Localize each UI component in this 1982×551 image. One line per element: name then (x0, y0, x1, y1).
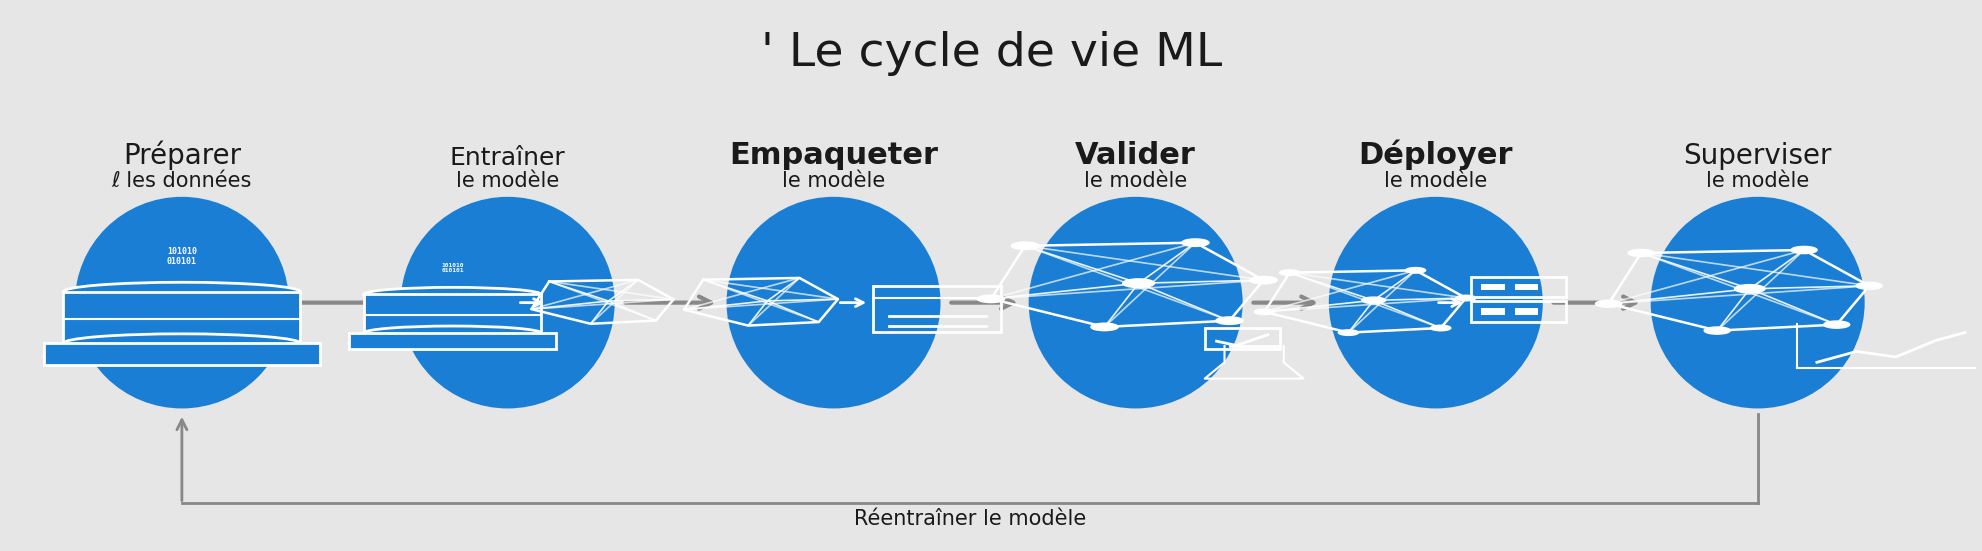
Ellipse shape (63, 334, 299, 353)
Text: 101010
010101: 101010 010101 (440, 263, 464, 273)
Bar (1514, 308, 1538, 315)
Bar (44, 343, 319, 365)
Bar (1514, 284, 1538, 290)
Text: Empaqueter: Empaqueter (729, 141, 937, 170)
Text: Réentraîner le modèle: Réentraîner le modèle (852, 509, 1086, 529)
Bar (363, 294, 541, 333)
Ellipse shape (1029, 197, 1243, 408)
Text: Entraîner: Entraîner (450, 145, 565, 170)
Circle shape (1215, 317, 1243, 325)
Circle shape (1122, 279, 1154, 288)
Circle shape (1823, 321, 1849, 328)
Circle shape (1429, 325, 1451, 331)
Ellipse shape (363, 288, 541, 301)
Circle shape (1790, 246, 1816, 253)
Text: Valider: Valider (1074, 141, 1195, 170)
Text: Préparer: Préparer (123, 140, 242, 170)
Bar (349, 333, 555, 349)
Bar (63, 292, 299, 343)
Circle shape (1455, 295, 1475, 301)
Text: ' Le cycle de vie ML: ' Le cycle de vie ML (761, 31, 1221, 76)
Text: le modèle: le modèle (781, 171, 884, 191)
Bar (1481, 284, 1504, 290)
Circle shape (1255, 309, 1274, 315)
Ellipse shape (63, 282, 299, 301)
Circle shape (1249, 277, 1276, 284)
Ellipse shape (1649, 197, 1863, 408)
Circle shape (977, 295, 1005, 302)
Text: le modèle: le modèle (1705, 171, 1808, 191)
Bar (1471, 277, 1566, 297)
Ellipse shape (363, 326, 541, 341)
Text: 101010
010101: 101010 010101 (166, 247, 196, 266)
Ellipse shape (75, 197, 289, 408)
Circle shape (1734, 285, 1764, 293)
Ellipse shape (349, 338, 555, 348)
Circle shape (1362, 297, 1385, 304)
Text: ℓ les données: ℓ les données (111, 171, 252, 191)
Text: Déployer: Déployer (1358, 139, 1512, 170)
Ellipse shape (1328, 197, 1542, 408)
Text: le modèle: le modèle (1084, 171, 1187, 191)
Ellipse shape (400, 197, 614, 408)
Text: le modèle: le modèle (456, 171, 559, 191)
Text: le modèle: le modèle (1383, 171, 1486, 191)
Circle shape (1181, 239, 1209, 246)
Circle shape (1090, 323, 1118, 331)
Ellipse shape (44, 350, 319, 364)
Circle shape (1627, 250, 1653, 257)
Circle shape (1278, 270, 1298, 276)
Circle shape (1596, 300, 1621, 307)
Circle shape (1703, 327, 1730, 334)
Ellipse shape (725, 197, 939, 408)
Circle shape (1405, 268, 1425, 273)
Bar (872, 287, 1001, 332)
Circle shape (1011, 242, 1039, 250)
Bar (1471, 301, 1566, 322)
Circle shape (1855, 282, 1881, 289)
Circle shape (1338, 330, 1358, 336)
Bar (1205, 328, 1278, 349)
Text: Superviser: Superviser (1683, 142, 1831, 170)
Bar (1481, 308, 1504, 315)
